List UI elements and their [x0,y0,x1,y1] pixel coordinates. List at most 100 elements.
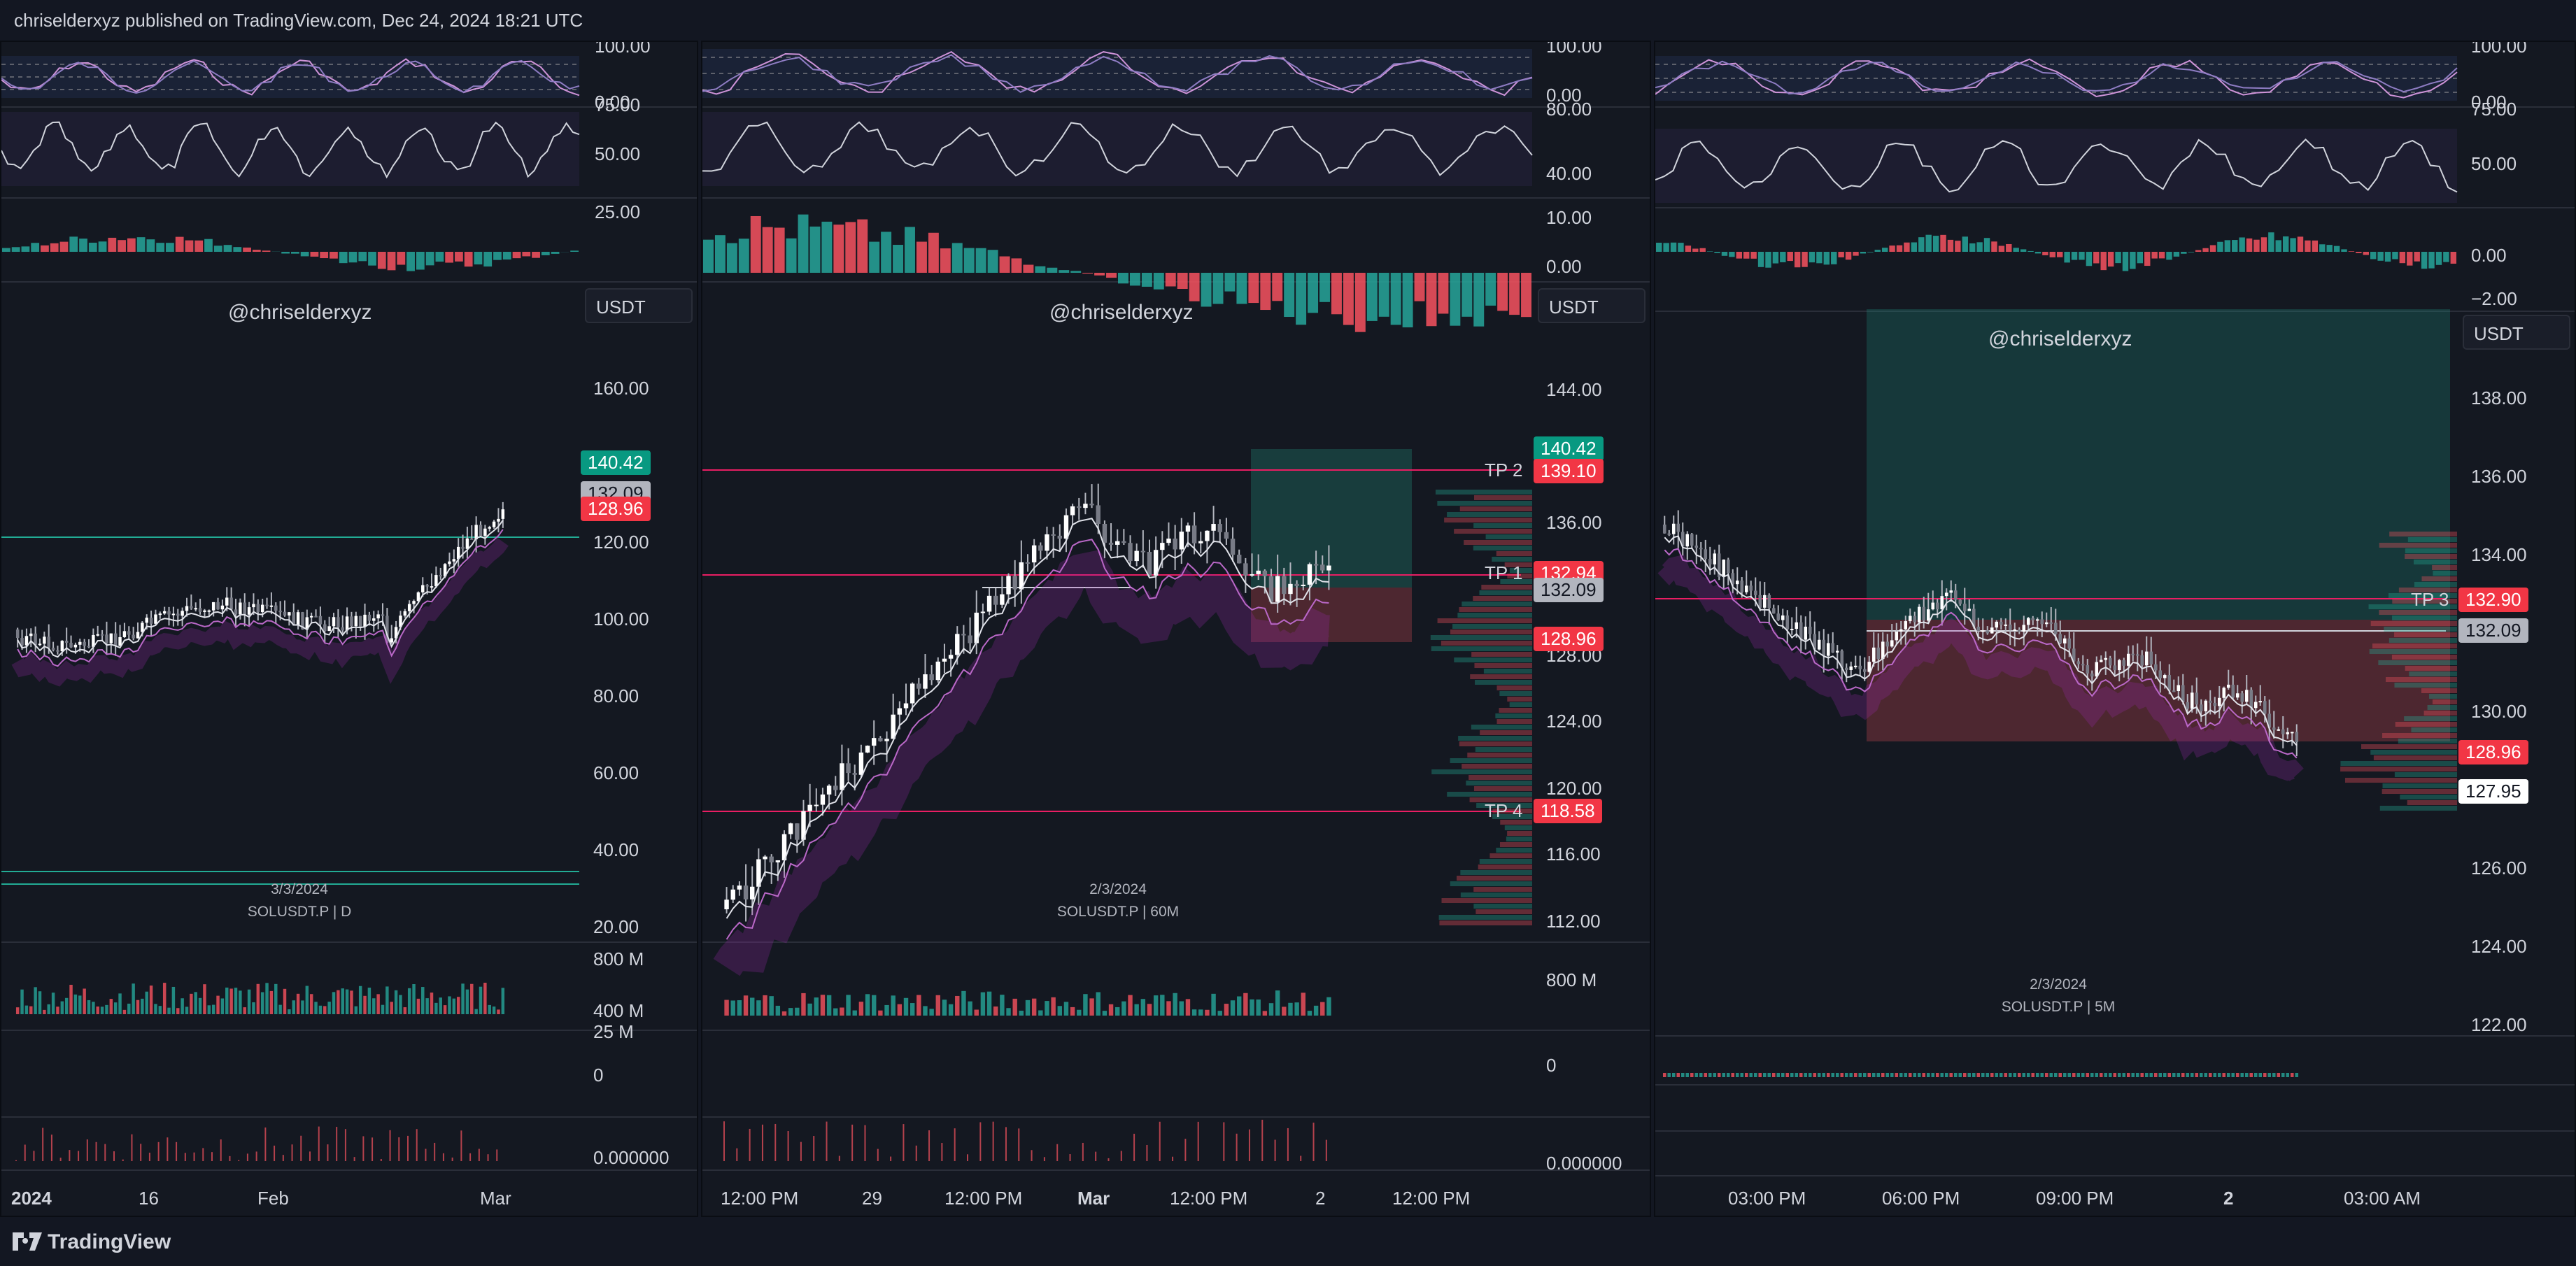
candle-body [1301,584,1305,586]
footer-bar: TradingView [0,1218,2576,1266]
macd-bar [2421,252,2428,269]
candle-body [750,886,755,899]
funding-bar [761,1124,763,1161]
funding-bar [389,1130,391,1161]
volume-bar [1817,1073,1821,1077]
time-axis-label: Mar [480,1188,511,1209]
candle-body [1077,506,1082,508]
volume-profile-bar [2368,604,2457,609]
macd-bar [809,226,821,273]
price-axis-label: 136.00 [2471,466,2527,487]
volume-bar [198,997,202,1014]
candle-body [1102,524,1107,543]
candle-body [399,616,402,627]
funding-bar [1287,1128,1289,1161]
price-axis-label: 136.00 [1546,512,1602,533]
macd-bar [951,243,963,273]
volume-profile-bar [1496,551,1532,556]
tradingview-brand[interactable]: TradingView [13,1230,171,1254]
volume-bar [2204,1073,2208,1077]
pane-separator [702,106,1650,108]
volume-profile-bar [1499,842,1532,847]
volume-bar [118,993,122,1014]
volume-bar [2272,1073,2276,1077]
volume-bar [403,1007,407,1014]
volume-bar [2231,1073,2235,1077]
candle-body [1243,563,1248,576]
price-axis-label: 122.00 [2471,1014,2527,1035]
top-bar: chriselderxyz published on TradingView.c… [0,0,2576,41]
funding-bar [50,1135,52,1161]
candle-body [846,763,851,774]
volume-bar [78,995,82,1014]
daily-chart-canvas[interactable] [1,42,698,1217]
macd-bar [243,247,251,252]
volume-bar [350,990,353,1014]
currency-button[interactable]: USDT [1538,288,1646,323]
volume-bar [1237,996,1242,1016]
macd-bar [869,241,880,273]
60m-chart-canvas[interactable] [702,42,1651,1217]
volume-profile-bar [1462,764,1532,769]
volume-bar [1958,1073,1962,1077]
macd-bar [532,252,540,258]
macd-bar [1438,273,1449,314]
candle-body [1835,650,1839,653]
funding-bar [15,1160,17,1161]
volume-bar [1771,1073,1776,1077]
candle-body [2226,684,2230,688]
candle-body [198,608,202,612]
candle-body [2158,670,2163,678]
candle-body [292,612,295,626]
volume-profile-bar [1457,613,1532,618]
chart-panel-60m[interactable]: 100.00 0.00 80.00 40.00 10.00 0.00 @chri… [701,41,1651,1217]
candle-body [1676,523,1680,532]
funding-bar [723,1121,725,1161]
candle-body [390,638,393,643]
macd-bar [2370,252,2377,259]
candle-body [781,834,787,860]
volume-profile-bar [2389,593,2457,598]
macd-bar [2399,252,2406,264]
volume-bar [2213,1073,2217,1077]
pane-separator [702,197,1650,199]
currency-button[interactable]: USDT [585,288,693,323]
chart-panel-daily[interactable]: 100.00 0.00 75.00 50.00 25.00 @chriselde… [0,41,698,1217]
candle-body [903,703,909,709]
volume-bar [1735,1073,1739,1077]
candle-body [24,636,29,646]
ma-line-slow [17,529,504,667]
volume-bar [345,989,349,1014]
volume-bar [1121,1001,1126,1016]
volume-bar [2249,1073,2253,1077]
macd-bar [21,246,30,252]
volume-profile-bar [1439,920,1532,925]
funding-bar [838,1155,840,1161]
volume-profile-bar [1430,635,1532,640]
stoch-line [702,121,1533,178]
volume-bar [1115,1007,1120,1016]
volume-bar [1731,1073,1735,1077]
macd-bar [750,215,761,273]
volume-bar [1940,1073,1944,1077]
candle-body [1822,639,1826,656]
candle-body [1986,630,1990,634]
chart-panel-5m[interactable]: 100.00 0.00 75.00 50.00 0.00 −2.00 @chri… [1654,41,2576,1217]
candle-body [229,597,233,610]
funding-bar [327,1144,329,1161]
candle-body [1935,602,1939,610]
currency-button[interactable]: USDT [2463,315,2570,350]
candle-body [439,575,442,577]
volume-bar [1000,995,1005,1016]
macd-bar [2064,252,2070,263]
volume-profile-bar [2427,705,2457,710]
time-axis-label: 12:00 PM [1170,1188,1248,1209]
5m-chart-canvas[interactable] [1655,42,2576,1217]
volume-bar [497,1009,500,1014]
candle-body [1922,606,1926,621]
volume-bar [1740,1073,1744,1077]
price-axis-label: 160.00 [593,378,649,399]
candle-body [2186,702,2190,709]
macd-bar [1414,273,1425,301]
macd-bar [41,245,49,252]
